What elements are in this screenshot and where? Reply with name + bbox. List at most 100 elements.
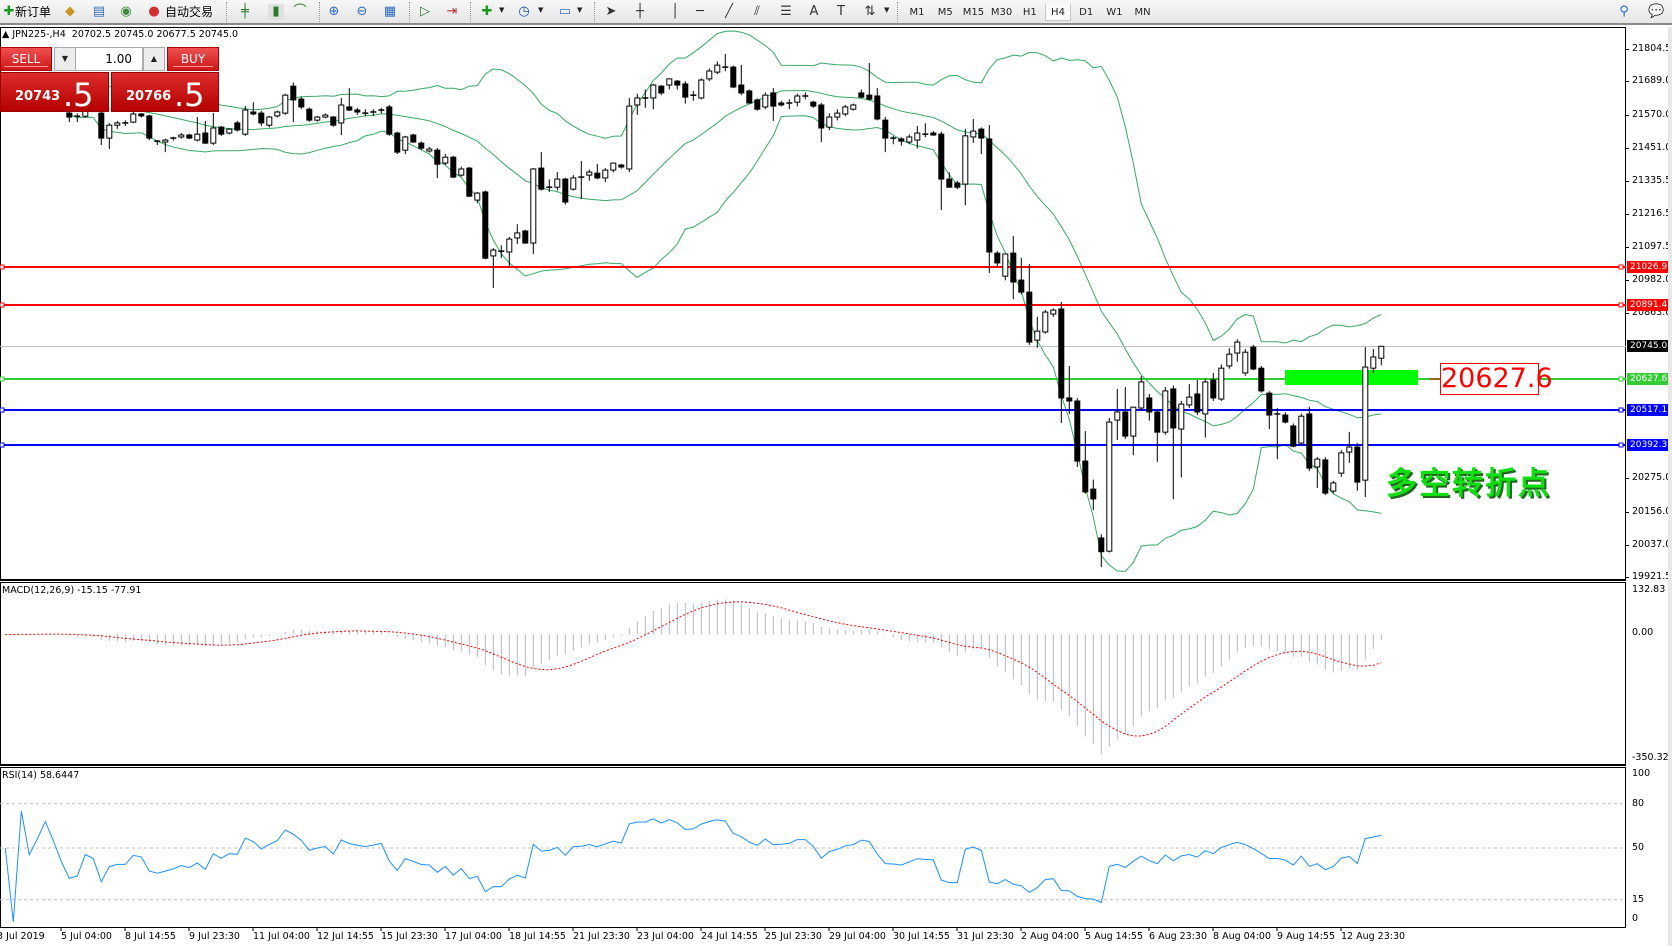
candle-body [738,84,745,94]
templates-icon[interactable]: ▭ [558,4,572,19]
arrows-icon[interactable]: ⇅ [864,4,876,19]
macd-axis-max: 132.83 [1632,584,1666,595]
candle [1202,378,1209,438]
candle-body [986,138,993,253]
auto-scroll-icon[interactable]: ▷ [420,4,430,19]
volume-increase-button[interactable]: ▲ [143,47,165,71]
vertical-line-icon[interactable]: │ [671,4,679,19]
text-icon[interactable]: A [809,4,819,19]
sell-price-button[interactable]: 20743 .5 [0,72,109,113]
chart-shift-icon[interactable]: ⇥ [446,4,458,19]
cursor-icon[interactable]: ➤ [605,4,617,19]
zoom-out-icon[interactable]: ⊖ [356,4,368,19]
line-anchor [1618,264,1624,270]
right-edge-strip [1668,27,1672,946]
candle [802,92,809,100]
candle-body [954,182,961,188]
indicators-icon[interactable]: ✚ [481,4,493,19]
tile-windows-icon[interactable]: ▦ [383,4,397,19]
bar-chart-icon[interactable]: ╪ [241,4,249,19]
timeframe-m15[interactable]: M15 [962,7,985,18]
chart-high: 20745.0 [114,29,154,40]
timeframe-h4[interactable]: H4 [1045,4,1071,21]
macd-axis-min: -350.32 [1632,752,1669,763]
candle [754,98,761,111]
candle-body [442,156,449,164]
timeframe-w1[interactable]: W1 [1106,7,1123,18]
chevron-down-icon[interactable]: ▼ [884,6,890,14]
auto-trading-button[interactable]: 自动交易 [165,5,214,19]
time-axis-label: 9 Jul 23:30 [189,931,240,942]
candle-body [410,134,417,143]
line-chart-icon[interactable]: ⌒ [293,4,307,19]
candlestick-icon[interactable]: ▮ [268,4,284,20]
candle-body [938,133,945,180]
candle-body [530,168,537,244]
signals-icon[interactable]: ◉ [120,4,132,19]
chat-icon[interactable]: 💬 [1648,4,1665,19]
timeframe-mn[interactable]: MN [1134,7,1151,18]
new-order-button[interactable]: 新订单 [15,5,52,19]
candle [722,53,729,72]
buy-price-button[interactable]: 20766 .5 [111,72,219,113]
candle-body [1322,459,1329,494]
market-watch-icon[interactable]: ◆ [65,4,75,19]
timeframe-m5[interactable]: M5 [937,7,953,18]
candle-body [1138,381,1145,409]
chevron-down-icon[interactable]: ▼ [538,6,544,14]
time-axis-label: 25 Jul 23:30 [765,931,822,942]
turning-point-annotation[interactable]: 多空转折点 [1386,466,1551,502]
candle [794,93,801,107]
trendline-icon[interactable]: ╱ [725,4,733,19]
time-axis-label: 31 Jul 23:30 [957,931,1014,942]
zoom-in-icon[interactable]: ⊕ [328,4,340,19]
candle-body [994,252,1001,264]
chevron-down-icon[interactable]: ▼ [499,6,505,14]
candle-body [1130,406,1137,437]
candle [1018,257,1025,295]
candle-body [1058,308,1065,399]
time-axis-label: 12 Aug 23:30 [1341,931,1406,942]
timeframe-d1[interactable]: D1 [1079,7,1094,18]
price-annotation-label[interactable]: 20627.6 [1440,363,1553,395]
text-label-icon[interactable]: T [837,4,845,19]
periods-icon[interactable]: ◷ [518,4,530,19]
chevron-down-icon[interactable]: ▼ [577,6,583,14]
volume-input[interactable]: 1.00 [75,47,143,71]
new-order-icon[interactable]: ✚ [3,4,15,19]
horizontal-line-icon[interactable]: ─ [696,4,704,19]
timeframe-h1[interactable]: H1 [1022,7,1037,18]
candle [522,229,529,244]
timeframe-m1[interactable]: M1 [909,7,925,18]
candle-body [66,112,73,118]
candle [130,111,137,124]
candle-body [882,119,889,139]
price-label-20392.3: 20392.3 [1627,439,1669,451]
candle-body [1298,415,1305,444]
buy-button[interactable]: BUY [167,47,219,71]
candle-body [1234,341,1241,354]
sell-button[interactable]: SELL [0,47,52,71]
candle-body [1330,482,1337,492]
volume-decrease-button[interactable]: ▼ [54,47,76,71]
candle [218,126,225,136]
candle-body [98,112,105,139]
candle [634,93,641,115]
channel-icon[interactable]: ⫽ [754,4,760,19]
candle [362,109,369,117]
candle [74,113,81,123]
search-icon[interactable]: ⚲ [1619,4,1629,19]
candle [546,179,553,192]
navigator-icon[interactable]: ▤ [92,4,106,19]
crosshair-icon[interactable]: ┼ [636,4,644,19]
fibonacci-icon[interactable]: ☰ [780,4,792,19]
candle-body [1210,379,1217,399]
timeframe-m30[interactable]: M30 [990,7,1013,18]
candle-body [226,128,233,134]
candle-body [1026,291,1033,343]
candle [890,135,897,145]
candle-body [130,113,137,123]
auto-trading-icon[interactable]: ● [148,4,160,19]
candle [410,133,417,143]
